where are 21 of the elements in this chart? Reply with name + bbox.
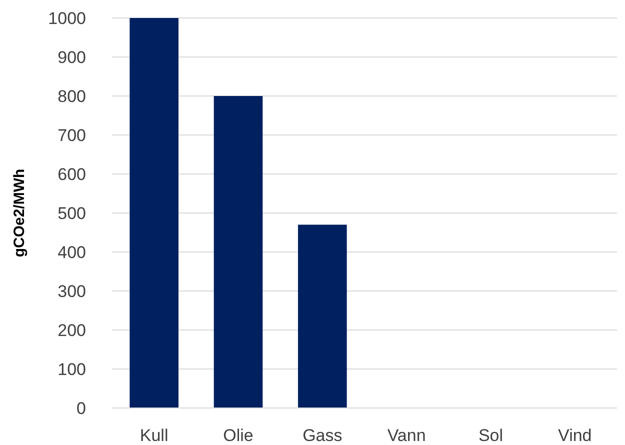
y-axis-title: gCOe2/MWh xyxy=(11,168,28,258)
y-tick-label: 600 xyxy=(58,164,86,184)
y-tick-label: 200 xyxy=(58,320,86,340)
bar xyxy=(298,224,347,408)
y-tick-label: 1000 xyxy=(48,8,86,28)
y-tick-label: 800 xyxy=(58,86,86,106)
y-tick-label: 900 xyxy=(58,48,86,67)
x-tick-label: Vind xyxy=(558,426,592,445)
x-tick-label: Vann xyxy=(387,426,426,445)
y-tick-label: 0 xyxy=(76,398,86,418)
y-tick-label: 100 xyxy=(58,360,86,379)
x-tick-label: Kull xyxy=(140,426,168,445)
x-tick-label: Olie xyxy=(223,426,254,445)
bar xyxy=(214,96,263,408)
y-tick-label: 400 xyxy=(58,242,86,262)
x-tick-label: Gass xyxy=(302,426,342,445)
bar xyxy=(130,18,178,408)
y-tick-label: 700 xyxy=(58,126,86,145)
x-tick-label: Sol xyxy=(478,426,504,445)
y-tick-label: 300 xyxy=(58,282,86,301)
y-tick-label: 500 xyxy=(58,204,86,223)
